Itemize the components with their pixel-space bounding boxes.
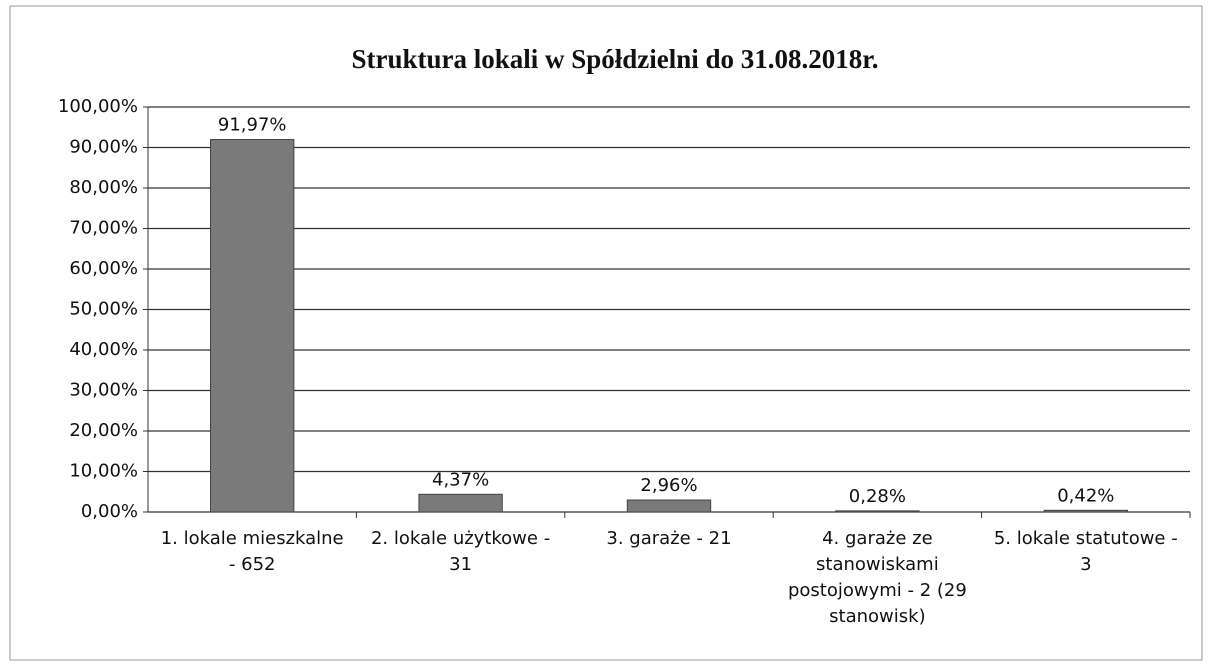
- y-tick-label: 60,00%: [69, 258, 138, 279]
- data-label: 91,97%: [218, 115, 287, 136]
- x-tick-label: 5. lokale statutowe - 3: [993, 528, 1178, 575]
- data-label: 0,42%: [1057, 485, 1114, 506]
- bar: [1043, 509, 1128, 513]
- y-tick-label: 10,00%: [69, 461, 138, 482]
- bar: [210, 139, 295, 513]
- data-label: 4,37%: [432, 469, 489, 490]
- y-tick-label: 80,00%: [69, 177, 138, 198]
- y-tick-label: 100,00%: [58, 96, 138, 117]
- bar: [835, 510, 920, 513]
- chart-title: Struktura lokali w Spółdzielni do 31.08.…: [351, 44, 878, 74]
- y-tick-label: 50,00%: [69, 299, 138, 320]
- y-tick-label: 20,00%: [69, 420, 138, 441]
- x-tick-label: 2. lokale użytkowe - 31: [370, 528, 551, 575]
- data-label: 2,96%: [640, 475, 697, 496]
- y-tick-label: 90,00%: [69, 137, 138, 158]
- bar: [418, 493, 503, 513]
- data-label: 0,28%: [849, 486, 906, 507]
- chart-border: [9, 5, 1203, 661]
- x-tick-label: 1. lokale mieszkalne - 652: [160, 528, 344, 575]
- x-tick-label: 4. garaże ze stanowiskami postojowymi - …: [787, 528, 967, 627]
- x-tick-label: 3. garaże - 21: [606, 528, 732, 549]
- y-tick-label: 40,00%: [69, 339, 138, 360]
- y-tick-label: 70,00%: [69, 218, 138, 239]
- y-tick-label: 0,00%: [81, 501, 138, 522]
- y-tick-label: 30,00%: [69, 380, 138, 401]
- bar: [626, 499, 712, 513]
